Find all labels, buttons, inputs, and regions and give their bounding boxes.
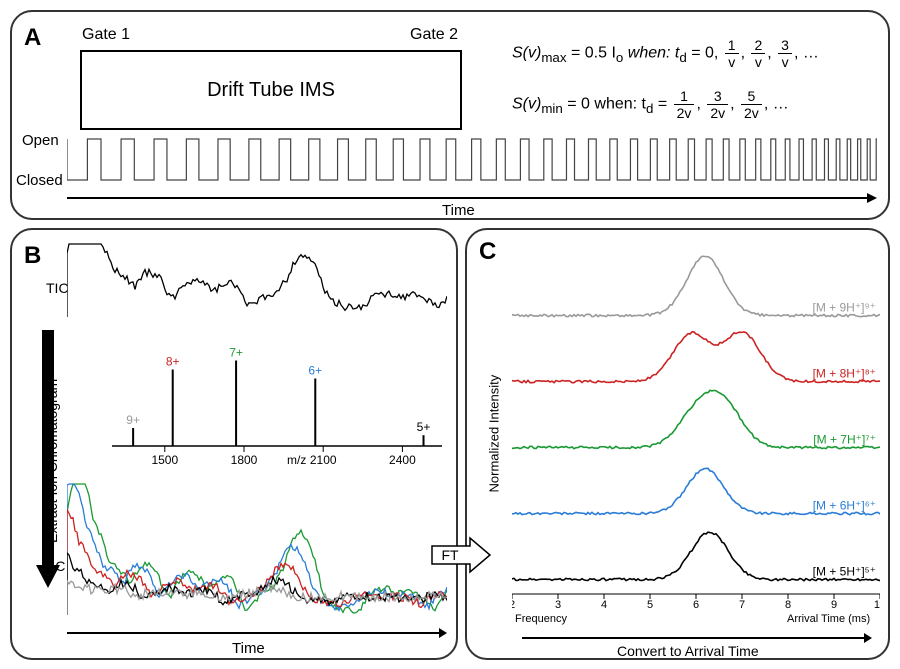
eq1-sub3: d: [679, 50, 686, 65]
chirp-waveform: [67, 134, 877, 188]
eq2-f2d: 2v: [707, 105, 728, 121]
eq2-eq: =: [653, 96, 671, 113]
svg-text:2400: 2400: [389, 453, 416, 467]
panel-a-label: A: [24, 24, 41, 52]
svg-text:9+: 9+: [126, 413, 140, 427]
equations: S(v)max = 0.5 Io when: td = 0, 1v, 2v, 3…: [512, 37, 882, 137]
svg-text:7+: 7+: [229, 346, 243, 360]
svg-text:8: 8: [785, 599, 791, 608]
svg-text:[M + 8H⁺]⁸⁺: [M + 8H⁺]⁸⁺: [813, 367, 876, 381]
equation-1: S(v)max = 0.5 Io when: td = 0, 1v, 2v, 3…: [512, 37, 882, 70]
convert-label: Convert to Arrival Time: [617, 643, 759, 659]
eq2-f3n: 5: [741, 88, 762, 105]
svg-text:[M + 6H⁺]⁶⁺: [M + 6H⁺]⁶⁺: [813, 499, 876, 513]
norm-int-label: Normalized Intensity: [487, 343, 502, 493]
eq1-when: when: t: [623, 45, 679, 62]
svg-text:5+: 5+: [417, 420, 431, 434]
panel-a: A Gate 1 Gate 2 Drift Tube IMS Open Clos…: [10, 10, 890, 220]
mass-spectrum: 1500 1800 2100 2400 9+ 8+ 7+ 6+ 5+ m/z: [112, 338, 442, 468]
eq1-ell: , …: [794, 45, 819, 62]
svg-text:8+: 8+: [166, 355, 180, 369]
eq1-f2d: v: [751, 54, 765, 70]
svg-text:3: 3: [555, 599, 561, 608]
time-label-a: Time: [442, 202, 475, 219]
extract-label: Extract Ion Chromatogram: [44, 363, 60, 543]
time-label-b: Time: [232, 640, 265, 657]
eq1-sub: max: [541, 50, 566, 65]
svg-text:2100: 2100: [310, 453, 337, 467]
gate1-label: Gate 1: [82, 26, 130, 44]
eq1-f1d: v: [725, 54, 739, 70]
eq2-f2n: 3: [707, 88, 728, 105]
svg-text:2: 2: [512, 599, 515, 608]
eic-traces: [67, 482, 447, 620]
eq2-ell: , …: [764, 96, 789, 113]
eq2-f1d: 2v: [674, 105, 695, 121]
eq1-f1n: 1: [725, 37, 739, 54]
panel-b: B TIC EIC 15001800210024009+8+7+6+5+m/z …: [10, 228, 458, 660]
svg-text:1500: 1500: [151, 453, 178, 467]
svg-text:[M + 9H⁺]⁹⁺: [M + 9H⁺]⁹⁺: [813, 301, 877, 315]
closed-label: Closed: [16, 172, 63, 189]
panel-c-label: C: [479, 238, 496, 266]
panel-c: C Normalized Intensity 2 3 4 5 6 7 8 9 10 [M + 9H…: [465, 228, 890, 660]
eq1-pre: S(v): [512, 45, 541, 62]
svg-text:[M + 7H⁺]⁷⁺: [M + 7H⁺]⁷⁺: [813, 433, 876, 447]
eq2-mid: = 0 when: t: [563, 96, 646, 113]
freq-label: Frequency: [515, 613, 567, 625]
eq1-f3n: 3: [778, 37, 792, 54]
svg-text:7: 7: [739, 599, 745, 608]
svg-text:6+: 6+: [308, 364, 322, 378]
eq1-eq: = 0,: [687, 45, 723, 62]
svg-text:6: 6: [693, 599, 699, 608]
equation-2: S(v)min = 0 when: td = 12v, 32v, 52v, …: [512, 88, 882, 121]
gate2-label: Gate 2: [410, 26, 458, 44]
eq2-pre: S(v): [512, 96, 541, 113]
eq1-f3d: v: [778, 54, 792, 70]
svg-text:1800: 1800: [231, 453, 258, 467]
svg-text:10: 10: [874, 599, 880, 608]
svg-text:5: 5: [647, 599, 653, 608]
eq2-f3d: 2v: [741, 105, 762, 121]
drift-tube-box: Drift Tube IMS: [80, 50, 462, 130]
svg-text:FT: FT: [441, 547, 459, 563]
eq2-sub: min: [541, 101, 562, 116]
svg-text:[M + 5H⁺]⁵⁺: [M + 5H⁺]⁵⁺: [813, 565, 876, 579]
open-label: Open: [22, 132, 59, 149]
tic-trace: [67, 242, 447, 322]
eq1-mid: = 0.5 I: [567, 45, 616, 62]
ft-arrow-icon: FT: [430, 536, 492, 574]
tic-label: TIC: [46, 280, 69, 296]
svg-text:m/z: m/z: [287, 453, 306, 467]
eq2-f1n: 1: [674, 88, 695, 105]
arrival-time-label: Arrival Time (ms): [787, 613, 870, 625]
eq1-f2n: 2: [751, 37, 765, 54]
spectra-traces: 2 3 4 5 6 7 8 9 10 [M + 9H⁺]⁹⁺ [M + 8H⁺]⁸⁺ [M + 7H⁺…: [512, 248, 880, 608]
svg-text:4: 4: [601, 599, 607, 608]
panel-b-label: B: [24, 242, 41, 270]
svg-text:9: 9: [831, 599, 837, 608]
